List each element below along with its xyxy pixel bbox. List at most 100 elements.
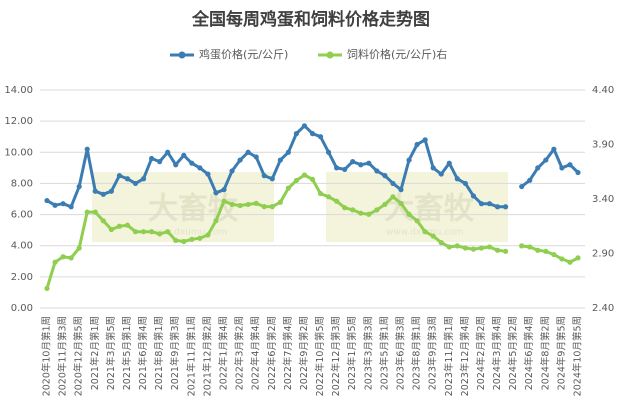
point xyxy=(100,218,106,224)
y-tick-label: 6.00 xyxy=(11,210,33,221)
point xyxy=(374,168,380,174)
point xyxy=(325,149,332,155)
point xyxy=(406,211,412,217)
point xyxy=(84,146,90,152)
x-tick-label: 2023年3月第3周 xyxy=(362,316,374,390)
point xyxy=(261,204,267,210)
point xyxy=(197,165,203,171)
point xyxy=(543,248,549,254)
point xyxy=(535,247,541,253)
point xyxy=(60,201,66,207)
point xyxy=(334,165,340,171)
point xyxy=(221,198,227,204)
point xyxy=(52,202,58,208)
point xyxy=(430,233,436,239)
point xyxy=(237,157,243,163)
point xyxy=(374,207,380,213)
point xyxy=(446,244,452,250)
point xyxy=(382,173,388,179)
point xyxy=(269,204,275,210)
point xyxy=(470,246,477,252)
point xyxy=(462,180,468,187)
y-tick-label: 4.00 xyxy=(11,241,33,252)
point xyxy=(285,185,291,191)
point xyxy=(309,176,316,182)
x-tick-label: 2021年8月第1周 xyxy=(153,316,165,390)
point xyxy=(462,245,468,251)
point xyxy=(76,183,82,190)
x-tick-label: 2021年12月第2周 xyxy=(201,316,213,396)
point xyxy=(92,209,98,215)
point xyxy=(502,204,509,210)
point xyxy=(390,194,396,200)
point xyxy=(205,171,211,177)
point xyxy=(165,149,171,155)
x-tick-label: 2024年3月第4周 xyxy=(491,316,503,390)
point xyxy=(253,154,259,160)
point xyxy=(132,229,139,235)
x-tick-label: 2022年4月第4周 xyxy=(250,316,262,390)
point xyxy=(398,187,404,193)
point xyxy=(157,231,163,237)
point xyxy=(277,157,283,163)
point xyxy=(422,137,428,143)
point xyxy=(277,199,283,205)
point xyxy=(406,157,412,163)
point xyxy=(494,247,501,253)
point xyxy=(293,131,300,137)
y2-tick-label: 3.40 xyxy=(592,194,614,205)
point xyxy=(358,162,364,168)
point xyxy=(527,244,533,250)
point xyxy=(116,173,123,179)
point xyxy=(173,162,179,168)
chart-title: 全国每周鸡蛋和饲料价格走势图 xyxy=(191,9,430,30)
y-tick-label: 14.00 xyxy=(4,85,33,96)
y-tick-label: 2.00 xyxy=(11,272,33,283)
point xyxy=(551,251,557,258)
point xyxy=(486,244,493,250)
point xyxy=(116,223,123,229)
x-tick-label: 2023年11月第1周 xyxy=(443,316,455,396)
x-tick-label: 2021年6月第4周 xyxy=(137,316,149,390)
point xyxy=(325,194,332,200)
y2-tick-label: 2.40 xyxy=(592,303,614,314)
x-tick-label: 2022年3月第2周 xyxy=(234,316,246,390)
point xyxy=(60,254,66,260)
x-tick-label: 2024年9月第5周 xyxy=(555,316,567,390)
y2-tick-label: 4.40 xyxy=(592,85,614,96)
point xyxy=(567,259,573,265)
point xyxy=(44,285,50,291)
x-tick-label: 2024年2月第2周 xyxy=(475,316,487,390)
point xyxy=(446,160,452,166)
point xyxy=(575,169,581,176)
point xyxy=(173,237,179,244)
point xyxy=(189,160,195,166)
point xyxy=(559,165,565,171)
x-tick-label: 2021年3月第5周 xyxy=(105,316,117,390)
point xyxy=(221,187,227,193)
x-tick-label: 2023年12月第4周 xyxy=(459,316,471,396)
x-tick-label: 2023年1月第5周 xyxy=(346,316,358,390)
legend-marker xyxy=(326,51,334,59)
x-tick-label: 2020年11月第3周 xyxy=(57,316,69,396)
point xyxy=(245,149,251,155)
point xyxy=(132,180,139,187)
point xyxy=(398,200,404,206)
point xyxy=(422,229,428,235)
x-tick-label: 2021年9月第3周 xyxy=(169,316,181,390)
point xyxy=(382,201,388,208)
point xyxy=(334,198,340,204)
point xyxy=(559,256,565,262)
point xyxy=(430,165,436,171)
x-tick-label: 2024年10月第5周 xyxy=(572,316,584,396)
x-tick-label: 2023年8月第1周 xyxy=(411,316,423,390)
y-tick-label: 12.00 xyxy=(4,116,33,127)
point xyxy=(342,166,348,173)
x-tick-label: 2022年7月第4周 xyxy=(282,316,294,390)
watermark: 大畜牧 xyxy=(148,192,239,227)
x-tick-label: 2023年6月第3周 xyxy=(395,316,407,390)
watermark: 大畜牧 xyxy=(384,192,475,227)
point xyxy=(358,210,364,216)
legend-marker xyxy=(178,51,186,59)
